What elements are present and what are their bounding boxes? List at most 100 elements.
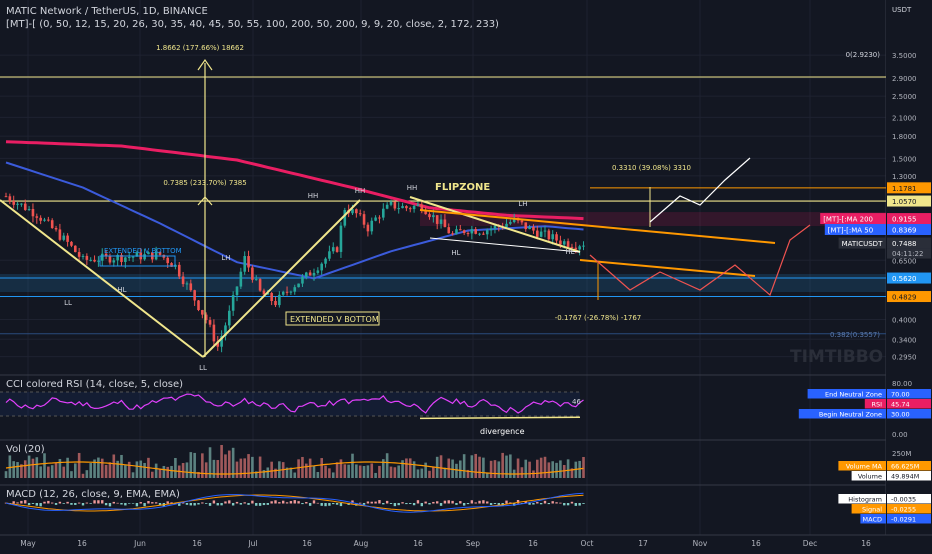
volume-bar (77, 452, 81, 478)
time-axis[interactable]: May 16 Jun 16 Jul 16 Aug 16 Sep 16 Oct 17 Nov 16 Dec 16 (0, 534, 932, 550)
time-tick: 16 (413, 539, 423, 548)
macd-histogram-bar (551, 501, 554, 504)
candle-body (562, 241, 566, 245)
volume-bar (27, 455, 31, 478)
candle-body (566, 241, 570, 247)
macd-histogram-bar (178, 503, 181, 506)
volume-bar (185, 462, 189, 478)
candle-body (424, 210, 427, 215)
volume-bar (455, 463, 458, 478)
volume-bar (559, 460, 562, 478)
volume-bar (116, 460, 119, 478)
candle-body (143, 254, 146, 260)
price-axis[interactable]: USDT 3.5000 2.9000 2.5000 2.1000 1.8000 1.5000… (798, 0, 932, 550)
candle-body (23, 203, 27, 210)
candle-body (528, 226, 531, 230)
divergence-label: divergence (480, 427, 525, 436)
volume-bar (432, 466, 435, 478)
macd-histogram-bar (366, 501, 370, 504)
volume-bar (335, 462, 339, 478)
volume-bar (382, 459, 385, 478)
macd-histogram-bar (385, 500, 389, 504)
macd-histogram-bar (251, 500, 254, 504)
volume-bar (532, 470, 535, 478)
wedge-upper (409, 196, 581, 253)
macd-histogram-bar (401, 502, 404, 504)
fib-low-label: 0.382(0.3557) (830, 331, 880, 339)
volume-bar (243, 458, 246, 478)
candle-body (355, 209, 358, 214)
candle-body (158, 251, 162, 255)
macd-histogram-bar (505, 500, 508, 504)
volume-bar (389, 466, 393, 478)
volume-bar (459, 460, 462, 478)
candle-body (574, 247, 578, 250)
price-tick: 0.2950 (892, 354, 917, 362)
candle-body (181, 276, 185, 285)
price-tick: 2.5000 (892, 93, 917, 101)
macd-histogram-bar (428, 503, 431, 505)
volume-bar (462, 454, 466, 478)
candle-body (54, 227, 58, 230)
descending-trendline (419, 209, 776, 244)
time-tick: Jun (133, 539, 146, 548)
lower-trendline (579, 259, 756, 277)
price-badge-value: 0.4829 (892, 294, 917, 302)
macd-histogram-bar (193, 503, 196, 506)
macd-histogram-bar (555, 502, 558, 504)
rsi-line (5, 393, 584, 414)
candle-body (116, 255, 119, 261)
macd-histogram-bar (24, 500, 27, 504)
candle-body (47, 219, 50, 221)
macd-histogram-bar (443, 500, 447, 504)
macd-histogram-bar (393, 503, 397, 507)
macd-histogram-bar (409, 503, 412, 504)
candle-body (493, 225, 497, 229)
macd-histogram-bar (270, 501, 273, 504)
macd-histogram-bar (189, 503, 192, 506)
pane-badge-value: 70.00 (891, 390, 910, 398)
candle-body (466, 233, 470, 235)
volume-bar (551, 461, 554, 478)
candle-body (193, 290, 196, 301)
ext-v-bottom-label-2: EXTENDED V BOTTOM (290, 315, 379, 324)
volume-bar (485, 473, 489, 478)
countdown-bg (887, 248, 931, 259)
macd-histogram-bar (324, 503, 327, 507)
volume-bar (393, 467, 397, 478)
macd-histogram-bar (12, 501, 15, 504)
volume-bar (316, 471, 320, 478)
macd-histogram-bar (39, 503, 42, 507)
price-badge-label-bg (820, 213, 886, 225)
volume-bar (405, 458, 408, 478)
candle-body (416, 204, 420, 206)
volume-bar (474, 453, 477, 478)
macd-histogram-bar (370, 501, 373, 504)
volume-bar (151, 471, 154, 478)
candle-body (189, 283, 193, 291)
pivot-label: LH (518, 200, 527, 208)
pivot-label: HH (355, 187, 366, 195)
price-tick: 2.9000 (892, 75, 917, 83)
candle-body (543, 230, 547, 232)
candle-body (243, 256, 246, 272)
macd-histogram-bar (432, 501, 435, 504)
macd-histogram-bar (212, 500, 216, 504)
candle-body (112, 260, 116, 263)
candle-body (293, 287, 297, 292)
v-bottom-right-leg (202, 199, 361, 358)
macd-histogram-bar (147, 501, 150, 504)
volume-bar (378, 465, 381, 478)
macd-histogram-bar (359, 502, 362, 504)
candle-body (432, 215, 435, 218)
candle-body (8, 196, 12, 201)
volume-bar (201, 453, 204, 478)
time-tick: 16 (192, 539, 202, 548)
volume-bar (339, 459, 343, 478)
divergence-line (419, 416, 581, 420)
price-tick: 3.5000 (892, 52, 917, 60)
candle-body (50, 220, 54, 228)
candle-body (89, 259, 92, 261)
candle-body (331, 247, 335, 252)
